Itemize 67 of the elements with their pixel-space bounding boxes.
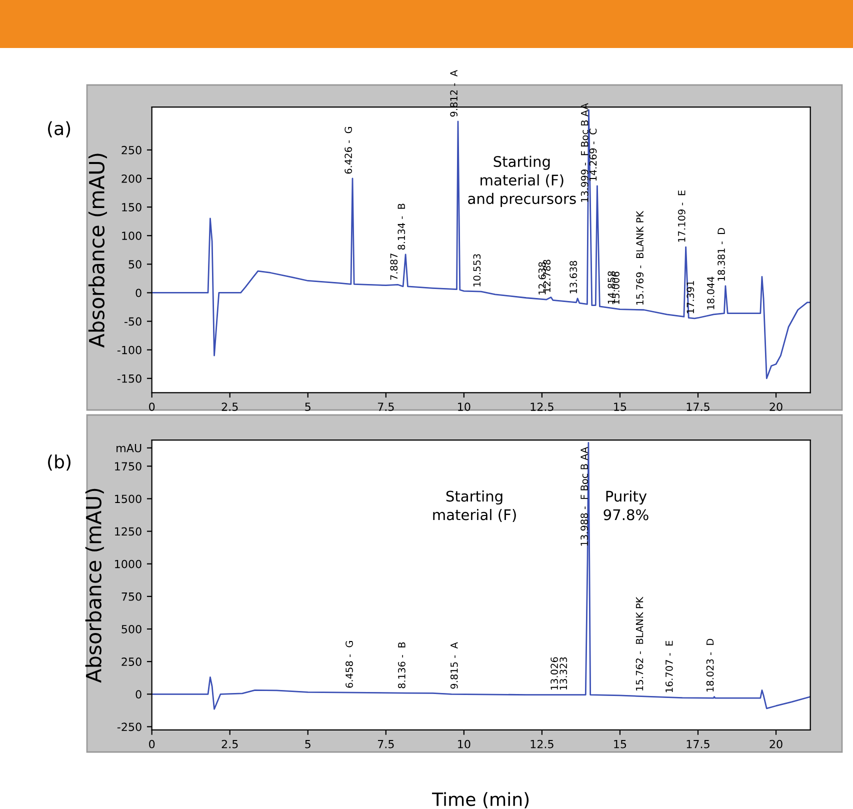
annotation: 8.136 - B <box>398 642 406 688</box>
x-tick-label: 17.5 <box>686 740 710 748</box>
x-axis-title: Time (min) <box>432 792 529 808</box>
y-tick-label: 750 <box>122 592 142 601</box>
annotation: 10.553 <box>473 254 481 286</box>
y-tick-label: 250 <box>122 146 142 154</box>
y-tick-label: 200 <box>122 174 142 183</box>
y-tick-label: -250 <box>117 722 142 732</box>
annotation: 6.458 - G <box>346 641 353 688</box>
annotation: 13.323 <box>560 657 568 690</box>
annotation: Starting material (F) and precursors <box>468 156 576 207</box>
x-tick-label: 17.5 <box>686 402 710 412</box>
x-tick-label: 0 <box>149 740 155 748</box>
annotation: 9.815 - A <box>450 642 458 689</box>
annotation: Starting material (F) <box>433 490 516 522</box>
annotation: 8.134 - B <box>398 204 406 250</box>
y-tick-label: -100 <box>117 346 142 354</box>
line-series <box>152 442 810 710</box>
y-tick-label: -150 <box>117 374 142 383</box>
y-tick-label: 0 <box>136 690 142 699</box>
x-tick-label: 15 <box>614 402 626 412</box>
y-tick-label: 1500 <box>115 494 142 504</box>
x-tick-label: 10 <box>458 740 470 748</box>
annotation: 17.109 - E <box>678 190 686 242</box>
x-tick-label: 10 <box>458 402 470 412</box>
annotation: Purity 97.8% <box>604 490 648 520</box>
annotation: 17.391 <box>686 281 694 314</box>
y-tick-label: 250 <box>122 658 142 666</box>
annotation: 7.887 <box>390 254 398 280</box>
x-tick-label: 5 <box>305 740 310 748</box>
x-tick-label: 2.5 <box>222 740 238 748</box>
x-tick-label: 5 <box>305 402 310 412</box>
y-tick-label: 0 <box>136 288 142 298</box>
annotation: 18.023 - D <box>706 638 714 692</box>
y-tick-label: 150 <box>122 203 142 212</box>
y-axis-title: Absorbance (mAU) <box>85 488 104 683</box>
annotation: 15.762 - BLANK PK <box>636 596 644 690</box>
annotation: 13.026 <box>550 657 558 690</box>
x-tick-label: 12.5 <box>530 740 554 748</box>
x-tick-label: 15 <box>614 740 626 748</box>
annotation: 18.044 <box>707 276 714 310</box>
y-tick-label: 50 <box>128 260 142 269</box>
y-tick-label: 500 <box>122 624 142 634</box>
y-tick-label: 100 <box>122 232 142 240</box>
y-axis-title: Absorbance (mAU) <box>88 154 107 348</box>
annotation: 15.769 - BLANK PK <box>636 210 644 305</box>
x-tick-label: 12.5 <box>530 402 554 412</box>
text: (a) <box>48 121 70 138</box>
x-tick-label: 2.5 <box>222 402 238 412</box>
annotation: 16.707 - E <box>665 640 673 692</box>
annotation: 13.988 - F Boc B AA <box>580 446 588 546</box>
y-tick-label: 1750 <box>115 462 142 471</box>
text: (b) <box>48 454 70 471</box>
annotation: 6.426 - G <box>344 126 352 174</box>
annotation: 9.812 - A <box>450 70 458 117</box>
y-tick-label: 1000 <box>115 560 142 568</box>
annotation: 18.381 - D <box>718 228 725 281</box>
x-tick-label: 20 <box>770 402 782 412</box>
y-tick-label: 1250 <box>115 527 142 536</box>
y-tick-label: mAU <box>116 444 142 452</box>
y-tick-label: -50 <box>124 317 142 326</box>
x-tick-label: 7.5 <box>378 740 394 748</box>
annotation: 14.269 - C <box>589 128 597 181</box>
x-tick-label: 0 <box>149 402 155 412</box>
x-tick-label: 7.5 <box>378 402 394 412</box>
annotation: 13.638 <box>570 260 578 294</box>
x-tick-label: 20 <box>770 740 782 748</box>
